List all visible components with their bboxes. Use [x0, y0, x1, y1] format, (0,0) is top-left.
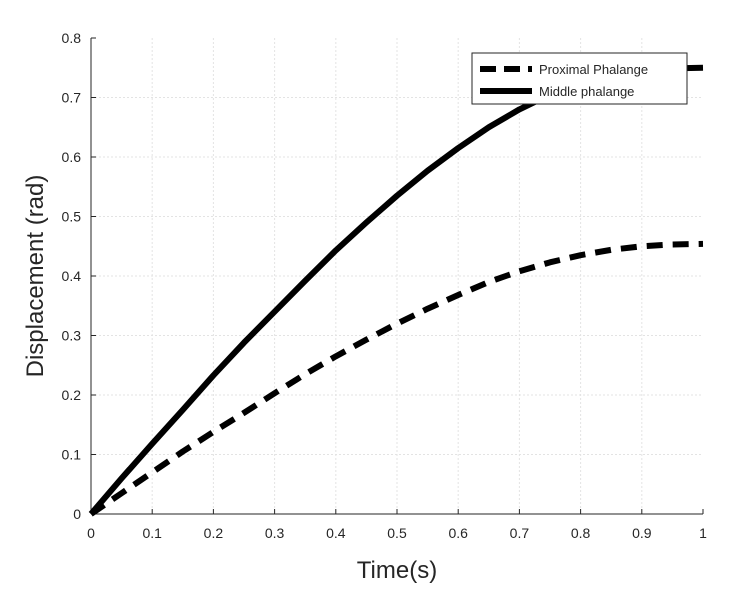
x-tick-label: 0.7: [510, 525, 530, 541]
y-tick-label: 0.4: [62, 268, 82, 284]
legend-box: [471, 52, 688, 105]
y-tick-label: 0.1: [62, 447, 82, 463]
x-axis-title: Time(s): [357, 557, 437, 584]
x-tick-label: 0.8: [571, 525, 591, 541]
y-tick-label: 0.8: [62, 30, 82, 46]
x-tick-label: 0.9: [632, 525, 652, 541]
x-tick-label: 0.6: [448, 525, 468, 541]
y-tick-label: 0: [73, 506, 81, 522]
y-tick-label: 0.5: [62, 209, 82, 225]
legend-label-middle-phalange: Middle phalange: [539, 84, 634, 99]
y-tick-label: 0.3: [62, 328, 82, 344]
series-line-proximal-phalange: [89, 240, 704, 517]
x-tick-label: 0.3: [265, 525, 285, 541]
x-tick-label: 0.5: [387, 525, 407, 541]
axes: [90, 37, 704, 515]
x-tick-label: 0: [87, 525, 95, 541]
tick-labels: 0 0.1 0.2 0.3 0.4 0.5 0.6 0.7 0.8 0.9 1 0 0.1 0.2 0.3 0…: [62, 30, 708, 541]
y-tick-label: 0.7: [62, 90, 82, 106]
y-tick-label: 0.6: [62, 149, 82, 165]
y-tick-label: 0.2: [62, 387, 82, 403]
legend-label-proximal-phalange: Proximal Phalange: [539, 62, 648, 77]
x-tick-label: 1: [699, 525, 707, 541]
x-tick-label: 0.4: [326, 525, 346, 541]
y-axis-title: Displacement (rad): [22, 175, 49, 378]
x-tick-label: 0.2: [204, 525, 224, 541]
x-tick-label: 0.1: [142, 525, 162, 541]
legend: Proximal Phalange Middle phalange: [471, 52, 688, 105]
